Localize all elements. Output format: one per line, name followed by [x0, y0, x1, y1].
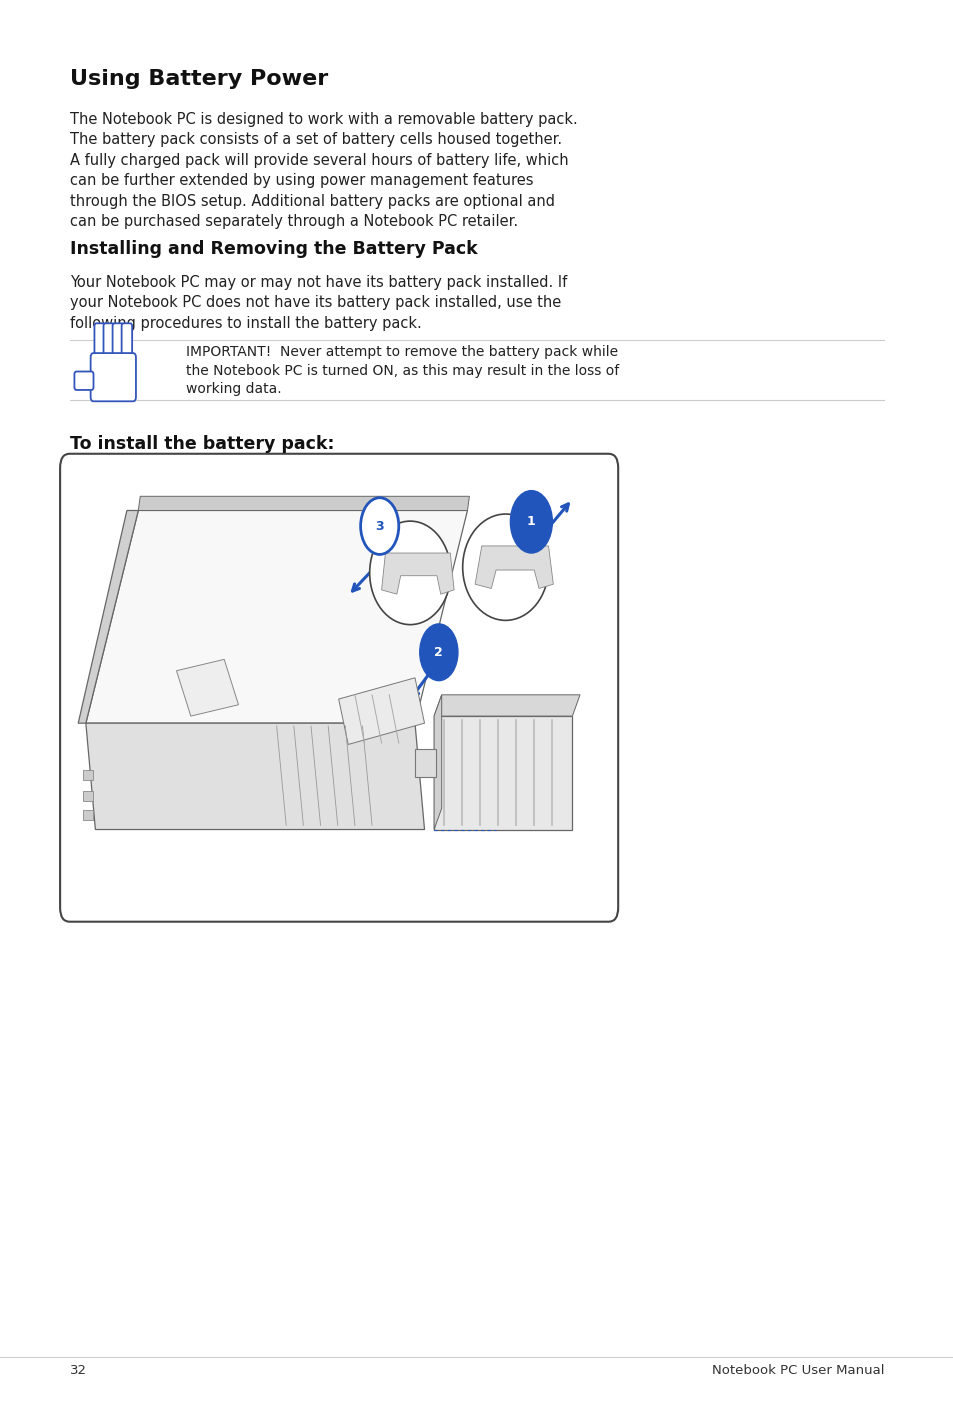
Polygon shape [86, 723, 424, 830]
Text: To install the battery pack:: To install the battery pack: [70, 435, 334, 454]
Text: 3: 3 [375, 519, 384, 533]
Ellipse shape [369, 522, 451, 624]
Text: Your Notebook PC may or may not have its battery pack installed. If
your Noteboo: Your Notebook PC may or may not have its… [70, 275, 566, 330]
Polygon shape [86, 510, 467, 723]
Text: Using Battery Power: Using Battery Power [70, 69, 328, 89]
Polygon shape [434, 695, 441, 830]
FancyBboxPatch shape [83, 770, 92, 780]
FancyBboxPatch shape [112, 323, 123, 364]
FancyBboxPatch shape [122, 323, 132, 364]
FancyBboxPatch shape [415, 749, 436, 777]
Ellipse shape [462, 515, 548, 621]
Polygon shape [434, 695, 579, 716]
FancyBboxPatch shape [74, 372, 93, 390]
Text: 32: 32 [70, 1364, 87, 1377]
FancyBboxPatch shape [60, 454, 618, 922]
FancyBboxPatch shape [83, 810, 92, 820]
Polygon shape [434, 716, 572, 830]
Text: 1: 1 [526, 515, 536, 529]
Text: Notebook PC User Manual: Notebook PC User Manual [711, 1364, 883, 1377]
FancyBboxPatch shape [94, 323, 105, 364]
Text: The Notebook PC is designed to work with a removable battery pack.
The battery p: The Notebook PC is designed to work with… [70, 112, 577, 230]
Circle shape [360, 498, 398, 554]
Polygon shape [78, 510, 138, 723]
Polygon shape [138, 496, 469, 510]
Text: 2: 2 [434, 645, 443, 659]
FancyBboxPatch shape [83, 791, 92, 801]
Polygon shape [475, 546, 553, 588]
Text: Installing and Removing the Battery Pack: Installing and Removing the Battery Pack [70, 240, 476, 258]
FancyBboxPatch shape [91, 353, 135, 401]
FancyBboxPatch shape [103, 323, 114, 364]
Circle shape [419, 624, 457, 681]
Polygon shape [338, 678, 424, 744]
Text: IMPORTANT!  Never attempt to remove the battery pack while
the Notebook PC is tu: IMPORTANT! Never attempt to remove the b… [186, 345, 618, 397]
Circle shape [510, 491, 552, 553]
Polygon shape [176, 659, 238, 716]
Polygon shape [381, 553, 454, 594]
